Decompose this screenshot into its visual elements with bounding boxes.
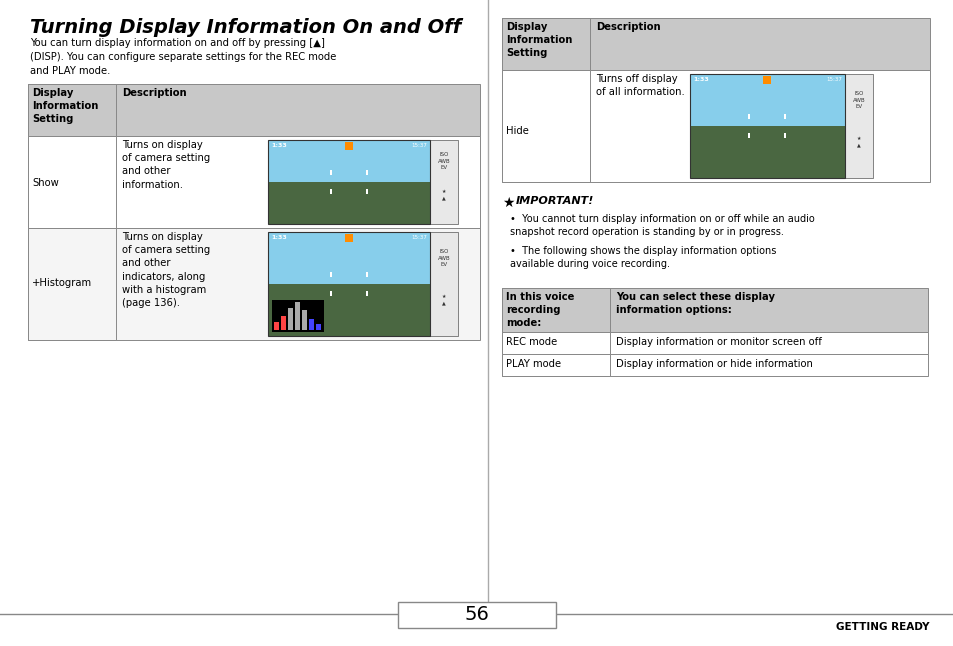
Bar bbox=[268, 140, 430, 182]
Text: •  The following shows the display information options
available during voice re: • The following shows the display inform… bbox=[510, 246, 776, 269]
Text: 15:37: 15:37 bbox=[825, 77, 841, 82]
Text: ★
▲: ★ ▲ bbox=[856, 136, 861, 147]
Bar bbox=[844, 74, 872, 178]
Bar bbox=[501, 70, 589, 182]
Text: Description: Description bbox=[122, 88, 187, 98]
Text: Turns on display
of camera setting
and other
indicators, along
with a histogram
: Turns on display of camera setting and o… bbox=[122, 232, 210, 308]
Bar bbox=[501, 18, 589, 70]
Bar bbox=[783, 133, 785, 138]
Bar bbox=[501, 70, 929, 182]
Text: Turns off display
of all information.: Turns off display of all information. bbox=[596, 74, 684, 97]
Bar bbox=[501, 332, 927, 354]
Bar bbox=[689, 74, 844, 126]
Bar bbox=[501, 332, 609, 354]
Bar bbox=[783, 114, 785, 119]
Text: Display
Information
Setting: Display Information Setting bbox=[505, 22, 572, 58]
Bar bbox=[28, 136, 479, 228]
Text: ★
▲: ★ ▲ bbox=[441, 294, 446, 305]
Text: •  You cannot turn display information on or off while an audio
snapshot record : • You cannot turn display information on… bbox=[510, 214, 814, 237]
Bar bbox=[309, 318, 314, 330]
Text: Show: Show bbox=[32, 178, 59, 188]
Bar bbox=[274, 322, 278, 330]
Bar bbox=[272, 300, 324, 332]
Text: +Histogram: +Histogram bbox=[32, 278, 92, 288]
Text: ISO
AWB
EV: ISO AWB EV bbox=[437, 152, 450, 170]
Bar bbox=[268, 232, 430, 336]
Text: In this voice
recording
mode:: In this voice recording mode: bbox=[505, 292, 574, 328]
Text: Turns on display
of camera setting
and other
information.: Turns on display of camera setting and o… bbox=[122, 140, 210, 189]
Bar bbox=[366, 291, 368, 296]
Bar bbox=[268, 232, 430, 284]
Text: PLAY mode: PLAY mode bbox=[505, 359, 560, 369]
Bar bbox=[302, 310, 307, 330]
Bar bbox=[315, 324, 320, 330]
Bar bbox=[268, 182, 430, 224]
Text: Hide: Hide bbox=[505, 126, 528, 136]
Text: 15:37: 15:37 bbox=[411, 143, 427, 148]
Text: You can select these display
information options:: You can select these display information… bbox=[616, 292, 774, 315]
Text: Description: Description bbox=[596, 22, 659, 32]
Text: ISO
AWB
EV: ISO AWB EV bbox=[852, 91, 864, 109]
Bar bbox=[501, 354, 927, 376]
Bar bbox=[28, 84, 116, 136]
Bar bbox=[430, 140, 457, 224]
Bar bbox=[762, 76, 770, 84]
Bar bbox=[28, 84, 479, 136]
Bar bbox=[330, 291, 332, 296]
Bar bbox=[689, 74, 844, 178]
Bar bbox=[268, 284, 430, 336]
Text: ★
▲: ★ ▲ bbox=[441, 189, 446, 200]
Text: ★: ★ bbox=[501, 196, 514, 210]
Bar bbox=[281, 316, 286, 330]
Bar bbox=[366, 272, 368, 277]
Text: 1:33: 1:33 bbox=[692, 77, 708, 82]
Bar bbox=[294, 302, 299, 330]
Bar bbox=[268, 140, 430, 224]
Text: You can turn display information on and off by pressing [▲]
(DISP). You can conf: You can turn display information on and … bbox=[30, 38, 336, 76]
Text: REC mode: REC mode bbox=[505, 337, 557, 347]
Bar bbox=[689, 126, 844, 178]
Text: Display information or hide information: Display information or hide information bbox=[616, 359, 812, 369]
Bar bbox=[747, 133, 749, 138]
Bar bbox=[345, 142, 353, 150]
Bar bbox=[28, 228, 479, 340]
Bar bbox=[430, 232, 457, 336]
Bar bbox=[330, 170, 332, 175]
Bar bbox=[366, 170, 368, 175]
Text: 1:33: 1:33 bbox=[271, 235, 287, 240]
Bar bbox=[28, 228, 116, 340]
Text: Turning Display Information On and Off: Turning Display Information On and Off bbox=[30, 18, 460, 37]
Bar bbox=[330, 272, 332, 277]
Bar bbox=[747, 114, 749, 119]
Text: ISO
AWB
EV: ISO AWB EV bbox=[437, 249, 450, 267]
Bar bbox=[28, 136, 116, 228]
Text: Display information or monitor screen off: Display information or monitor screen of… bbox=[616, 337, 821, 347]
Text: 15:37: 15:37 bbox=[411, 235, 427, 240]
Text: IMPORTANT!: IMPORTANT! bbox=[516, 196, 594, 206]
Text: 1:33: 1:33 bbox=[271, 143, 287, 148]
Bar bbox=[501, 288, 927, 332]
Bar bbox=[345, 234, 353, 242]
Bar bbox=[501, 288, 609, 332]
Bar bbox=[366, 189, 368, 194]
Text: GETTING READY: GETTING READY bbox=[836, 622, 929, 632]
Text: 56: 56 bbox=[464, 605, 489, 625]
Bar bbox=[330, 189, 332, 194]
Text: Display
Information
Setting: Display Information Setting bbox=[32, 88, 98, 125]
Bar bbox=[397, 602, 556, 628]
Bar bbox=[501, 354, 609, 376]
Bar bbox=[288, 307, 293, 330]
Bar bbox=[501, 18, 929, 70]
